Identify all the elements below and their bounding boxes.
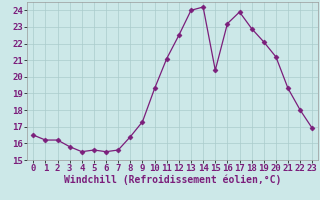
X-axis label: Windchill (Refroidissement éolien,°C): Windchill (Refroidissement éolien,°C)	[64, 175, 282, 185]
